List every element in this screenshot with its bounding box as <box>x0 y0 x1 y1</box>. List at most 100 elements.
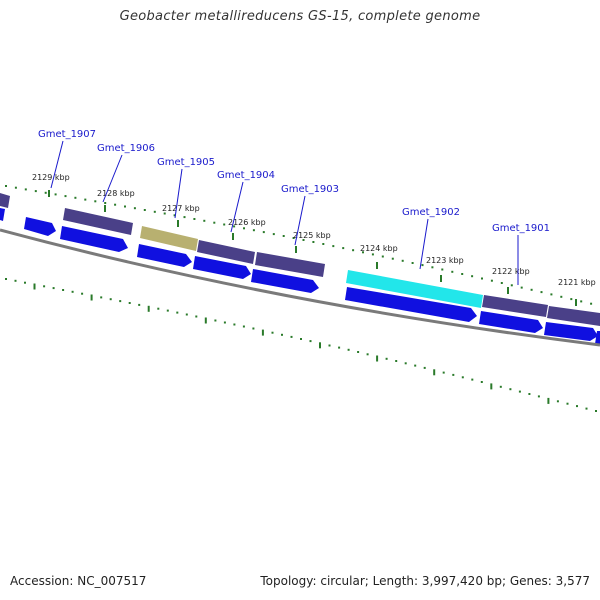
track-dot <box>461 273 464 275</box>
track-dot <box>62 289 65 291</box>
track-dot <box>119 300 122 303</box>
track-dot <box>233 225 236 228</box>
scale-tick <box>575 299 577 306</box>
gene-leader-line <box>419 218 429 270</box>
scale-tick-label: 2122 kbp <box>492 267 530 276</box>
track-dot <box>510 284 513 287</box>
track-dot <box>338 346 341 349</box>
track-dot <box>153 210 156 213</box>
track-dot <box>528 393 531 395</box>
gene-bar-gmet-1906[interactable] <box>63 208 133 235</box>
accession-label: Accession: NC_007517 <box>10 574 147 588</box>
cds-arrow[interactable] <box>193 256 251 279</box>
track-dot <box>550 293 553 296</box>
track-dot <box>580 300 583 303</box>
scale-tick <box>376 262 378 269</box>
gene-bar-gmet-1904[interactable] <box>197 240 255 264</box>
track-dot <box>566 402 569 405</box>
cds-arrow[interactable] <box>544 322 598 341</box>
track-tick-major <box>547 397 550 404</box>
track-dot <box>452 373 455 376</box>
gene-label[interactable]: Gmet_1907 <box>38 129 96 140</box>
track-dot <box>518 390 521 393</box>
genome-backbone <box>0 228 600 347</box>
track-dot <box>530 288 533 291</box>
track-dot <box>595 410 597 412</box>
track-dot <box>414 364 417 367</box>
gene-label[interactable]: Gmet_1905 <box>157 157 215 168</box>
gene-bar-next[interactable] <box>547 306 600 326</box>
track-dot <box>44 191 47 194</box>
track-dot <box>282 235 285 237</box>
track-dot <box>100 296 103 299</box>
track-dot <box>54 193 57 196</box>
track-dot <box>570 298 573 301</box>
track-dot <box>243 227 245 230</box>
gene-label[interactable]: Gmet_1902 <box>402 207 460 218</box>
track-dot <box>442 371 445 374</box>
track-dot <box>537 395 540 398</box>
cds-arrow[interactable] <box>60 226 128 252</box>
track-dot <box>214 319 217 322</box>
gene-bar-partial[interactable] <box>0 193 10 208</box>
gene-leader-line <box>230 181 244 233</box>
gene-label[interactable]: Gmet_1906 <box>97 143 155 154</box>
cds-arrow[interactable] <box>595 331 600 345</box>
track-dot <box>312 241 315 243</box>
track-dot <box>114 203 117 206</box>
track-tick-major <box>261 329 264 336</box>
gene-bar-gmet-1902[interactable] <box>346 270 483 308</box>
scale-tick <box>104 205 106 212</box>
cds-arrow[interactable] <box>345 287 477 322</box>
scale-tick <box>177 220 179 227</box>
cds-arrow[interactable] <box>0 208 5 221</box>
cds-arrow[interactable] <box>137 244 192 267</box>
track-dot <box>431 266 434 269</box>
gene-bar-gmet-1901[interactable] <box>482 295 548 317</box>
track-dot <box>124 205 126 208</box>
track-tick-major <box>376 355 379 362</box>
scale-tick-label: 2129 kbp <box>32 173 70 182</box>
track-dot <box>52 287 55 290</box>
track-dot <box>404 362 407 365</box>
track-dot <box>173 214 176 217</box>
track-dot <box>362 251 364 254</box>
scale-tick-label: 2121 kbp <box>558 278 596 287</box>
track-dot <box>223 321 226 324</box>
track-dot <box>166 309 169 312</box>
track-dot <box>157 307 160 310</box>
track-dot <box>71 290 74 293</box>
gene-label[interactable]: Gmet_1903 <box>281 184 339 195</box>
cds-arrow[interactable] <box>24 217 56 236</box>
gene-bar-gmet-1905[interactable] <box>140 226 198 251</box>
track-dot <box>14 279 17 282</box>
track-dot <box>143 209 146 211</box>
track-dot <box>490 279 493 282</box>
track-dot <box>342 247 345 250</box>
track-dot <box>499 385 502 388</box>
scale-tick <box>295 246 297 253</box>
tick-track-upper <box>5 185 593 305</box>
gene-label[interactable]: Gmet_1901 <box>492 223 550 234</box>
track-dot <box>480 381 483 383</box>
track-dot <box>290 335 293 338</box>
track-dot <box>281 333 283 336</box>
gene-leader-line <box>174 168 183 219</box>
track-dot <box>74 196 77 199</box>
track-dot <box>590 302 593 305</box>
track-dot <box>401 259 404 262</box>
track-dot <box>357 351 360 353</box>
cds-arrow[interactable] <box>251 269 319 293</box>
track-dot <box>193 218 196 220</box>
track-dot <box>520 286 523 289</box>
track-dot <box>302 239 305 241</box>
track-tick-major <box>90 294 93 301</box>
gene-bar-gmet-1903[interactable] <box>255 252 325 277</box>
track-dot <box>576 405 578 408</box>
gene-ring <box>0 193 600 326</box>
gene-label[interactable]: Gmet_1904 <box>217 170 275 181</box>
cds-arrow[interactable] <box>479 311 543 333</box>
scale-tick-label: 2126 kbp <box>228 218 266 227</box>
